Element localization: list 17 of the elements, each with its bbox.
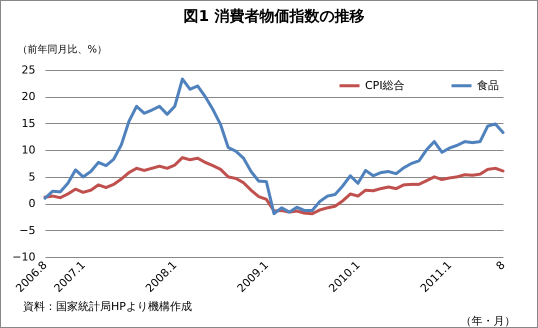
y-tick-label: 15: [22, 116, 36, 130]
y-tick-label: 5: [28, 170, 36, 184]
text: 資料：国家統計局HPより機構作成: [23, 299, 192, 314]
y-tick-label: 10: [22, 144, 36, 157]
legend-label: CPI総合: [365, 78, 405, 92]
y-tick-label: −5: [19, 224, 36, 237]
x-tick-label: 8: [494, 258, 508, 273]
y-tick-label: 0: [28, 197, 36, 210]
line-series: [44, 78, 504, 216]
legend-label: 食品: [477, 78, 499, 92]
line-series: [44, 156, 504, 216]
y-tick-label: −10: [12, 250, 36, 264]
y-tick-label: 25: [22, 64, 36, 76]
y-tick-label: 20: [22, 90, 36, 104]
chart-title: 図1 消費者物価指数の推移: [184, 7, 364, 25]
y-axis-title: （前年同月比、%）: [18, 44, 108, 56]
x-axis-title: （年・月）: [460, 314, 516, 328]
